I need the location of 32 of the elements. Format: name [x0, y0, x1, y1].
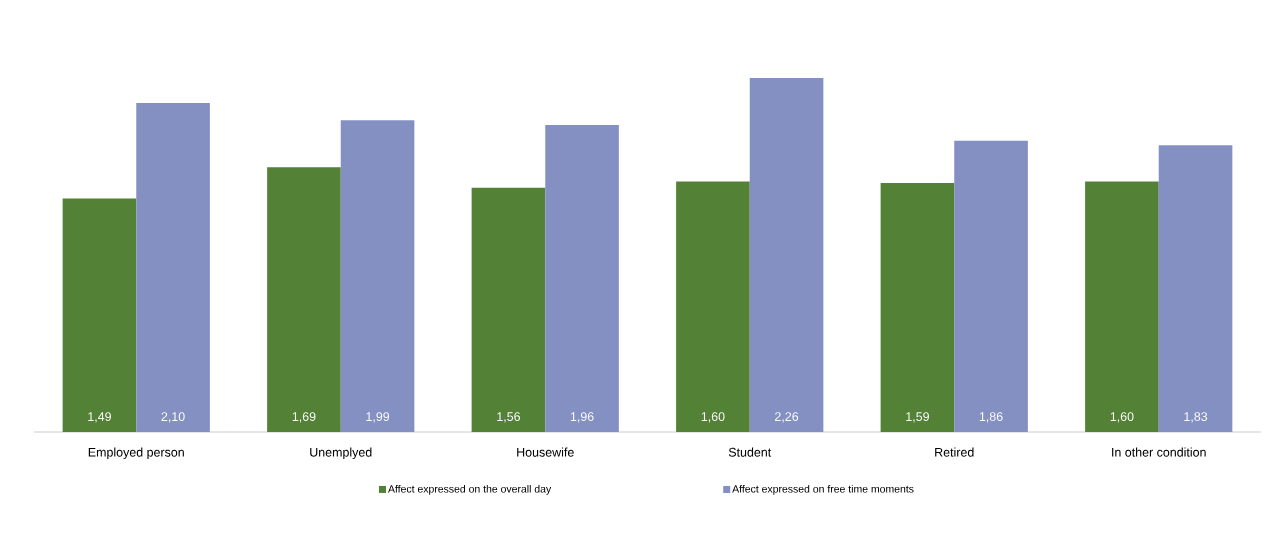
bar: [62, 198, 137, 432]
bar: [676, 181, 750, 432]
data-label: 2,26: [775, 412, 799, 423]
bar: [471, 187, 546, 432]
data-label: 1,59: [906, 412, 929, 423]
x-tick-label: Student: [728, 447, 772, 457]
data-label: 1,83: [1184, 412, 1208, 423]
bar: [340, 120, 415, 432]
x-tick-label: Housewife: [517, 447, 574, 457]
x-tick-label: Employed person: [88, 447, 184, 460]
bar: [1085, 181, 1159, 432]
data-label: 1,49: [88, 412, 111, 423]
data-label: 1,56: [497, 412, 520, 423]
x-tick-label: Retired: [935, 447, 974, 457]
data-label: 1,86: [979, 412, 1003, 423]
data-label: 1,60: [1110, 412, 1134, 423]
x-tick-label: Unemplyed: [310, 447, 372, 460]
bar: [136, 103, 210, 432]
bar: [1158, 145, 1233, 432]
legend-label: Affect expressed on the overall day: [388, 484, 552, 495]
x-tick-label: In other condition: [1112, 447, 1206, 457]
data-label: 1,96: [570, 412, 594, 423]
legend-label: Affect expressed on free time moments: [732, 484, 914, 495]
bar: [545, 124, 619, 432]
bar: [267, 167, 341, 432]
bar: [749, 77, 824, 432]
data-label: 2,10: [161, 412, 185, 423]
bar: [880, 182, 955, 432]
bar: [954, 140, 1028, 432]
data-label: 1,99: [366, 412, 390, 423]
data-label: 1,60: [701, 412, 725, 423]
data-label: 1,69: [292, 412, 316, 423]
